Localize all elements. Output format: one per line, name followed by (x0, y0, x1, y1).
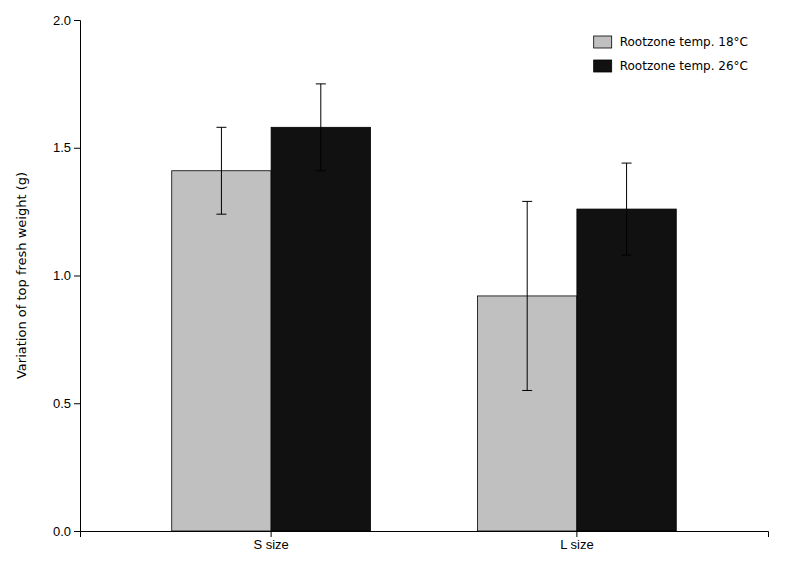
legend-swatch (594, 36, 612, 48)
x-tick-mark (271, 531, 272, 537)
error-bar (216, 127, 226, 214)
y-axis-line (74, 21, 81, 532)
error-cap (216, 127, 226, 128)
y-tick-mark (74, 403, 80, 404)
x-axis: S size L size (81, 531, 769, 552)
x-tick: S size (253, 531, 288, 552)
error-cap (316, 170, 326, 171)
y-tick-label: 1.5 (53, 140, 71, 155)
y-tick: 1.0 (53, 268, 80, 283)
legend-label: Rootzone temp. 26°C (620, 59, 748, 73)
series (271, 84, 676, 531)
chart: 0.0 0.5 1.0 1.5 2.0 S size L size Rootzone temp… (0, 0, 792, 581)
y-tick-label: 2.0 (53, 13, 71, 28)
error-cap (622, 163, 632, 164)
legend-swatch (594, 60, 612, 72)
error-cap (316, 83, 326, 84)
y-tick: 1.5 (53, 140, 80, 155)
error-line (626, 163, 627, 255)
bar (577, 209, 676, 531)
error-bar (316, 84, 326, 171)
y-tick-mark (74, 148, 80, 149)
x-axis-line (81, 532, 769, 538)
series (172, 127, 577, 531)
error-bar (622, 163, 632, 255)
marks (172, 84, 677, 531)
x-tick-label: S size (253, 537, 288, 552)
legend: Rootzone temp. 18°C Rootzone temp. 26°C (594, 35, 748, 73)
error-bar (522, 201, 532, 390)
y-tick-mark (74, 531, 80, 532)
bar (172, 171, 271, 531)
error-cap (622, 255, 632, 256)
legend-item: Rootzone temp. 26°C (594, 59, 748, 73)
x-tick-mark (576, 531, 577, 537)
y-tick: 2.0 (53, 13, 80, 28)
x-tick-label: L size (560, 537, 593, 552)
legend-item: Rootzone temp. 18°C (594, 35, 748, 49)
y-tick-mark (74, 276, 80, 277)
plot: 0.0 0.5 1.0 1.5 2.0 S size L size Rootzone temp… (53, 13, 769, 553)
error-cap (522, 390, 532, 391)
bar (271, 127, 370, 531)
y-axis-title: Variation of top fresh weight (g) (14, 172, 29, 379)
y-tick-label: 1.0 (53, 268, 71, 283)
error-cap (216, 214, 226, 215)
y-tick-label: 0.0 (53, 524, 71, 539)
y-tick-label: 0.5 (53, 396, 71, 411)
error-cap (522, 201, 532, 202)
x-tick: L size (560, 531, 593, 552)
y-tick-mark (74, 20, 80, 21)
error-line (527, 201, 528, 390)
y-tick: 0.5 (53, 396, 80, 411)
legend-label: Rootzone temp. 18°C (620, 35, 748, 49)
y-tick: 0.0 (53, 524, 80, 539)
y-axis: 0.0 0.5 1.0 1.5 2.0 (53, 13, 81, 539)
error-line (221, 127, 222, 214)
error-line (320, 84, 321, 171)
